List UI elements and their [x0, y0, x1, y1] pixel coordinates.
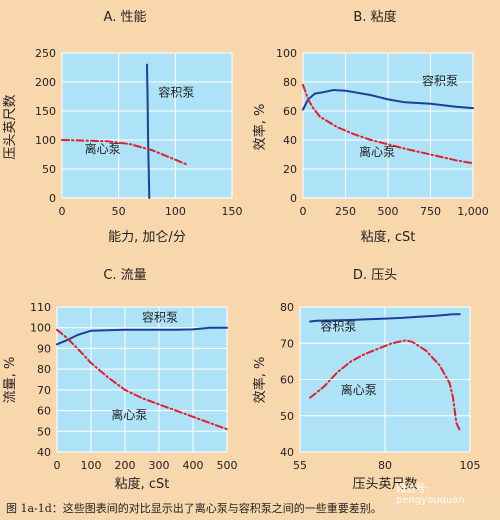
y-tick-label: 60: [37, 405, 51, 418]
y-axis-label: 效率, %: [252, 104, 268, 151]
y-tick-label: 40: [283, 134, 297, 147]
series-annotation: 离心泵: [341, 382, 377, 397]
x-tick-label: 500: [217, 459, 238, 472]
series-annotation: 离心泵: [359, 144, 395, 159]
chart-panel-b: B. 粘度 0 20 40 60 80 100 0 250 500 750 1,000 粘度, cSt…: [250, 0, 500, 258]
y-tick-label: 40: [37, 446, 51, 459]
series-annotation: 容积泵: [142, 310, 178, 325]
x-tick-label: 50: [112, 205, 126, 218]
x-tick-label: 80: [378, 459, 392, 472]
chart-title: A. 性能: [103, 10, 147, 25]
y-tick-label: 100: [35, 134, 56, 147]
series-line-centrifugal: [309, 339, 461, 432]
x-tick-label: 0: [59, 205, 66, 218]
y-tick-label: 200: [35, 76, 56, 89]
chart-panel-d: D. 压头 40 50 60 70 80 55 80 105 压头英尺数 效率, % 容积泵离心泵: [250, 258, 500, 498]
y-tick-label: 80: [37, 363, 51, 376]
chart-svg-c: 40 50 60 70 80 90 100 110 0 100 200 300 400 500 粘度, cS…: [3, 301, 238, 492]
chart-title: D. 压头: [352, 268, 398, 283]
x-tick-label: 300: [149, 459, 170, 472]
y-tick-label: 80: [280, 301, 294, 314]
x-axis-label: 粘度, cSt: [361, 229, 416, 245]
y-tick-label: 60: [280, 374, 294, 387]
y-tick-label: 50: [42, 163, 56, 176]
x-tick-label: 150: [222, 205, 243, 218]
series-annotation: 离心泵: [85, 141, 121, 156]
x-tick-label: 100: [81, 459, 102, 472]
figure-caption: 图 1a-1d：这些图表间的对比显示出了离心泵与容积泵之间的一些重要差别。: [6, 502, 382, 515]
x-tick-label: 0: [300, 205, 307, 218]
chart-title: C. 流量: [103, 268, 147, 283]
x-tick-label: 105: [460, 459, 481, 472]
y-tick-label: 250: [35, 47, 56, 60]
x-tick-label: 1,000: [457, 205, 489, 218]
series-line-positive-displacement: [302, 89, 474, 111]
plot-area: [57, 307, 227, 452]
y-tick-label: 70: [280, 337, 294, 350]
y-axis-label: 效率, %: [252, 357, 268, 404]
chart-svg-a: 0 50 100 150 200 250 0 50 100 150 能力, 加仑/分 压头英尺数 容积泵…: [3, 47, 243, 245]
x-axis-label: 粘度, cSt: [115, 476, 170, 492]
y-tick-label: 100: [276, 47, 297, 60]
x-tick-label: 0: [54, 459, 61, 472]
x-tick-label: 100: [165, 205, 186, 218]
series-annotation: 容积泵: [422, 73, 458, 88]
series-line-positive-displacement: [309, 313, 461, 323]
x-tick-label: 500: [378, 205, 399, 218]
y-tick-label: 0: [290, 192, 297, 205]
chart-panel-a: A. 性能 0 50 100 150 200 250 0 50 100 150 能力, 加仑/分 压头…: [0, 0, 250, 258]
y-axis-label: 压头英尺数: [3, 94, 18, 159]
y-tick-label: 100: [30, 322, 51, 335]
y-tick-label: 0: [49, 192, 56, 205]
y-tick-label: 110: [30, 301, 51, 314]
y-tick-label: 50: [280, 410, 294, 423]
y-tick-label: 50: [37, 425, 51, 438]
y-tick-label: 80: [283, 76, 297, 89]
y-tick-label: 150: [35, 105, 56, 118]
x-tick-label: 200: [115, 459, 136, 472]
y-tick-label: 90: [37, 342, 51, 355]
series-annotation: 容积泵: [158, 85, 194, 100]
series-annotation: 离心泵: [111, 407, 147, 422]
series-line-centrifugal: [61, 139, 188, 166]
chart-panel-c: C. 流量 40 50 60 70 80 90 100 110 0 100 200 300 400 500…: [0, 258, 250, 498]
x-tick-label: 400: [183, 459, 204, 472]
y-tick-label: 70: [37, 384, 51, 397]
x-tick-label: 55: [293, 459, 307, 472]
series-line-centrifugal: [302, 83, 474, 165]
chart-title: B. 粘度: [353, 10, 397, 25]
y-axis-label: 流量, %: [3, 357, 18, 404]
series-line-positive-displacement: [56, 326, 228, 346]
watermark: 微信号: pengyouquan: [396, 484, 465, 506]
y-tick-label: 40: [280, 446, 294, 459]
x-axis-label: 压头英尺数: [352, 477, 417, 492]
y-tick-label: 60: [283, 105, 297, 118]
series-line-positive-displacement: [146, 63, 151, 199]
x-tick-label: 750: [420, 205, 441, 218]
chart-svg-b: 0 20 40 60 80 100 0 250 500 750 1,000 粘度, cSt 效率, % 容…: [252, 47, 489, 245]
y-tick-label: 20: [283, 163, 297, 176]
x-tick-label: 250: [335, 205, 356, 218]
x-axis-label: 能力, 加仑/分: [108, 230, 186, 245]
series-line-centrifugal: [56, 328, 228, 431]
series-annotation: 容积泵: [320, 319, 356, 334]
